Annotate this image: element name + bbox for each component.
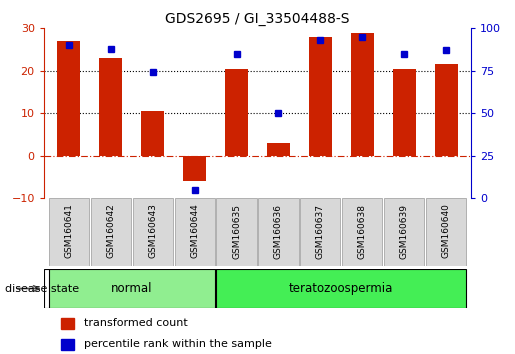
Text: GSM160641: GSM160641 xyxy=(64,204,74,258)
Text: GSM160640: GSM160640 xyxy=(441,204,451,258)
Bar xyxy=(225,69,248,156)
Bar xyxy=(216,198,256,266)
Bar xyxy=(259,198,299,266)
Text: transformed count: transformed count xyxy=(84,318,188,328)
Bar xyxy=(183,156,206,181)
Bar xyxy=(49,269,215,308)
Text: teratozoospermia: teratozoospermia xyxy=(289,282,393,295)
Bar xyxy=(91,198,131,266)
Bar xyxy=(141,111,164,156)
Text: GSM160637: GSM160637 xyxy=(316,204,325,259)
Bar xyxy=(351,33,374,156)
Bar xyxy=(309,37,332,156)
Bar xyxy=(392,69,416,156)
Bar xyxy=(61,339,74,350)
Bar xyxy=(300,198,340,266)
Bar xyxy=(267,143,290,156)
Bar xyxy=(175,198,215,266)
Bar xyxy=(49,198,89,266)
Text: normal: normal xyxy=(111,282,152,295)
Text: disease state: disease state xyxy=(5,284,79,293)
Bar xyxy=(57,41,80,156)
Bar xyxy=(61,318,74,329)
Bar xyxy=(99,58,123,156)
Bar xyxy=(133,198,173,266)
Bar xyxy=(342,198,382,266)
Text: percentile rank within the sample: percentile rank within the sample xyxy=(84,339,272,349)
Bar xyxy=(384,198,424,266)
Bar xyxy=(435,64,458,156)
Text: GSM160635: GSM160635 xyxy=(232,204,241,259)
Text: GSM160638: GSM160638 xyxy=(358,204,367,259)
Title: GDS2695 / GI_33504488-S: GDS2695 / GI_33504488-S xyxy=(165,12,350,26)
Text: GSM160642: GSM160642 xyxy=(106,204,115,258)
Text: GSM160643: GSM160643 xyxy=(148,204,157,258)
Text: GSM160636: GSM160636 xyxy=(274,204,283,259)
Bar xyxy=(426,198,466,266)
Bar xyxy=(216,269,466,308)
Text: GSM160644: GSM160644 xyxy=(190,204,199,258)
Text: GSM160639: GSM160639 xyxy=(400,204,409,259)
